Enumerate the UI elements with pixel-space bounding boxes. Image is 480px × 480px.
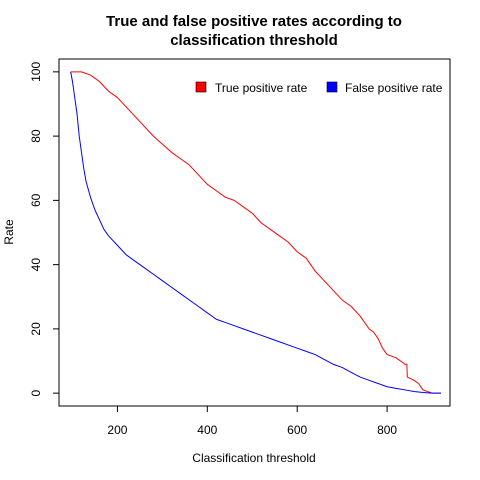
y-tick-label: 60 bbox=[29, 193, 43, 207]
chart-title-line-2: classification threshold bbox=[170, 32, 338, 49]
true-positive-rate-line bbox=[70, 71, 442, 394]
y-axis: 0 20 40 60 80 100 bbox=[29, 62, 59, 396]
y-tick-label: 0 bbox=[29, 389, 43, 396]
x-tick-label: 600 bbox=[287, 423, 307, 437]
y-tick-label: 80 bbox=[29, 129, 43, 143]
chart-title-line-1: True and false positive rates according … bbox=[106, 13, 402, 30]
legend-label-true-positive: True positive rate bbox=[215, 81, 308, 95]
x-tick-label: 400 bbox=[197, 423, 217, 437]
legend-label-false-positive: False positive rate bbox=[345, 81, 443, 95]
y-axis-label: Rate bbox=[2, 219, 16, 245]
x-axis-label: Classification threshold bbox=[192, 451, 315, 465]
x-axis: 200 400 600 800 bbox=[107, 406, 397, 437]
x-tick-label: 200 bbox=[107, 423, 127, 437]
series-layer bbox=[70, 71, 442, 394]
y-tick-label: 100 bbox=[29, 62, 43, 82]
y-tick-label: 20 bbox=[29, 322, 43, 336]
x-tick-label: 800 bbox=[377, 423, 397, 437]
legend: True positive rate False positive rate bbox=[195, 81, 443, 95]
y-tick-label: 40 bbox=[29, 258, 43, 272]
plot-frame bbox=[58, 58, 451, 407]
false-positive-rate-line bbox=[70, 71, 442, 394]
legend-swatch-false-positive bbox=[326, 81, 338, 93]
legend-swatch-true-positive bbox=[195, 81, 207, 93]
